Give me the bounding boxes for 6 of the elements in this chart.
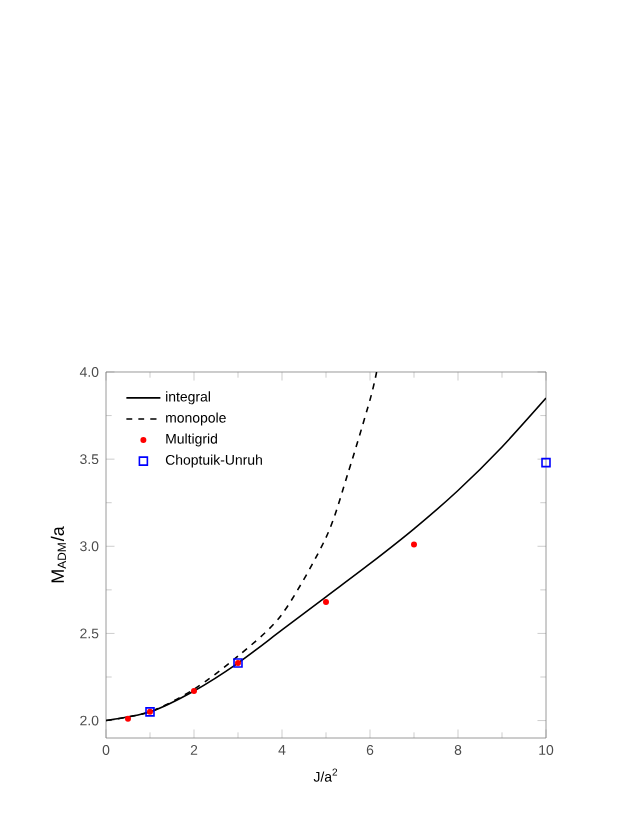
point [191, 687, 197, 694]
point [125, 715, 131, 722]
point [541, 457, 551, 468]
point [411, 541, 417, 548]
y-axis-title: M$_{ADM}$/a [50, 526, 66, 583]
point [323, 599, 329, 606]
